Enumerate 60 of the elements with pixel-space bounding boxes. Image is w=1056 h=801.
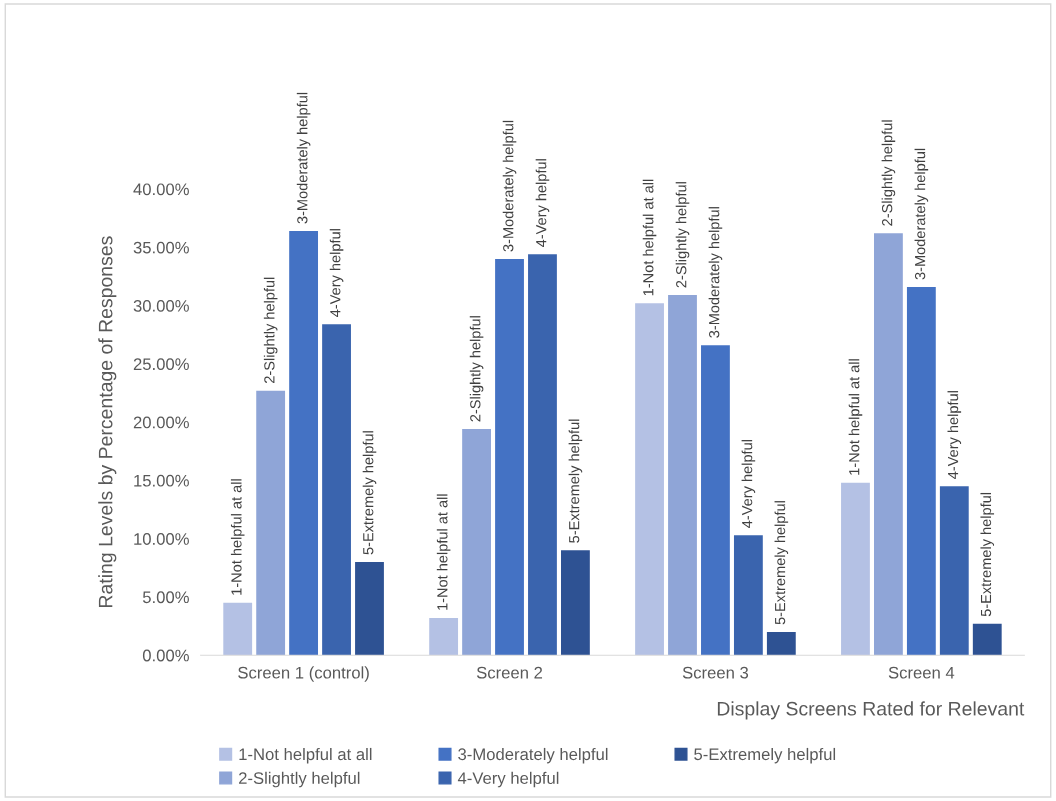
bar [528,254,557,656]
annotation: 4-Very helpful [329,229,344,317]
bar [906,286,936,656]
legend-label: 1-Not helpful at all [239,747,372,764]
y-tick-label: 20.00% [133,416,189,429]
x-axis-title: Display Screens Rated for Relevant [717,701,1025,720]
legend-label: 5-Extremely helpful [694,747,836,764]
y-tick-label: 0.00% [142,649,189,662]
annotation: 5-Extremely helpful [362,431,377,555]
bar [701,345,730,656]
legend-label: 2-Slightly helpful [239,771,360,788]
y-tick-label: 25.00% [133,358,189,371]
legend-label: 3-Moderately helpful [458,747,608,764]
y-tick-label: 5.00% [142,591,189,604]
bar [841,482,870,656]
annotation: 1-Not helpful at all [848,359,863,475]
bar [289,230,319,656]
x-tick-label: Screen 3 [682,666,749,679]
bar [733,535,763,656]
bar [355,561,384,656]
y-tick-label: 35.00% [133,241,189,254]
annotation: 4-Very helpful [535,159,550,248]
y-tick-label: 10.00% [134,533,189,545]
annotation: 1-Not helpful at all [436,494,451,610]
x-tick-label: Screen 4 [888,666,955,679]
y-tick-label: 40.00% [133,183,189,196]
bar [668,295,697,656]
annotation: 3-Moderately helpful [708,207,723,338]
annotation: 3-Moderately helpful [914,148,929,280]
bar [766,631,796,656]
annotation: 3-Moderately helpful [502,120,517,252]
annotation: 3-Moderately helpful [296,92,311,224]
annotation: 5-Extremely helpful [568,419,583,543]
bar [223,602,253,656]
annotation: 2-Slightly helpful [675,182,690,288]
bar [561,550,590,656]
bar [874,233,903,656]
annotation: 2-Slightly helpful [881,120,896,226]
annotation: 5-Extremely helpful [774,501,789,625]
bar [495,258,524,656]
x-tick-label: Screen 1 (control) [238,666,369,682]
bar [939,486,969,656]
annotation: 1-Not helpful at all [230,479,245,595]
annotation: 4-Very helpful [741,440,756,528]
legend-label: 4-Very helpful [457,771,559,788]
annotation: 2-Slightly helpful [263,277,278,383]
bar [972,623,1002,656]
bar [635,303,664,656]
y-tick-label: 15.00% [134,474,189,487]
bar [322,324,351,656]
bar [462,429,491,656]
x-tick-label: Screen 2 [476,666,543,679]
annotation: 2-Slightly helpful [469,316,484,422]
annotation: 1-Not helpful at all [642,179,657,296]
annotation: 5-Extremely helpful [980,492,995,617]
bar [256,390,286,656]
y-axis-title: Rating Levels by Percentage of Responses [98,236,117,607]
y-tick-label: 30.00% [133,299,189,312]
bar [429,617,459,656]
annotation: 4-Very helpful [947,391,962,479]
